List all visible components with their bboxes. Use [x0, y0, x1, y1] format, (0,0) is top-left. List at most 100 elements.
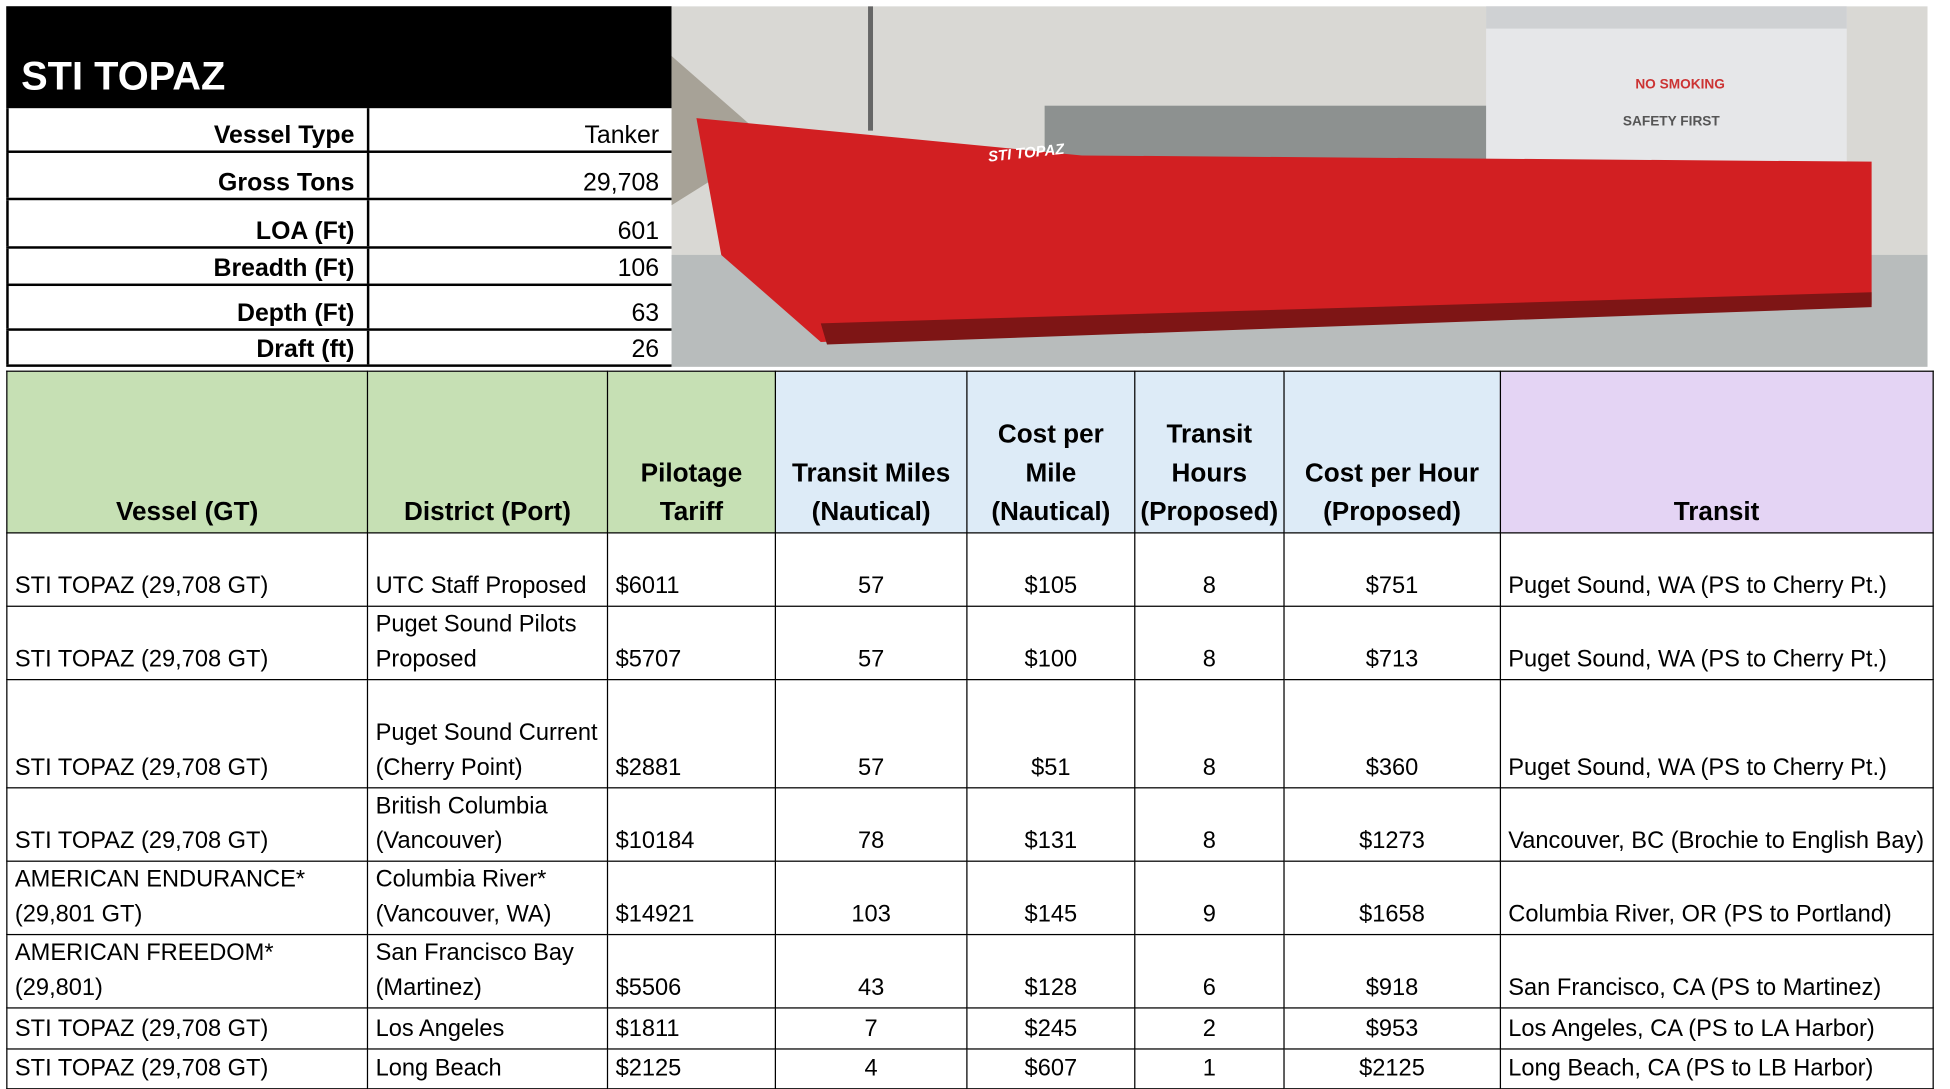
table-cell: $1273: [1283, 787, 1501, 862]
spec-value: 29,708: [583, 169, 660, 197]
table-cell: $128: [966, 933, 1136, 1009]
table-row: STI TOPAZ (29,708 GT) Long Beach $2125 4 $60…: [6, 1048, 1934, 1089]
table-cell: 6: [1134, 933, 1285, 1009]
table-cell: $607: [966, 1048, 1136, 1089]
table-cell: Long Beach: [366, 1048, 609, 1089]
table-cell: 2: [1134, 1007, 1285, 1050]
spec-value: Tanker: [584, 121, 660, 150]
column-header: Transit Miles (Nautical): [774, 370, 968, 534]
table-cell: $953: [1283, 1007, 1501, 1050]
table-row: AMERICAN FREEDOM* (29,801) San Francisco …: [6, 933, 1934, 1009]
table-cell: AMERICAN ENDURANCE* (29,801 GT): [6, 860, 369, 936]
table-cell: Los Angeles, CA (PS to LA Harbor): [1499, 1007, 1934, 1050]
table-cell: 57: [774, 679, 968, 789]
tariff-table: Vessel (GT) District (Port) Pilotage Tarif…: [6, 370, 1934, 1089]
table-cell: $2125: [606, 1048, 777, 1089]
spec-row: Draft (ft) 26: [6, 330, 672, 367]
table-cell: $2881: [606, 679, 777, 789]
table-cell: 7: [774, 1007, 968, 1050]
table-cell: 57: [774, 605, 968, 681]
table-cell: STI TOPAZ (29,708 GT): [6, 532, 369, 607]
table-cell: $1658: [1283, 860, 1501, 936]
table-cell: $105: [966, 532, 1136, 607]
table-cell: $2125: [1283, 1048, 1501, 1089]
column-header: Transit Hours (Proposed): [1134, 370, 1285, 534]
table-cell: Puget Sound Current (Cherry Point): [366, 679, 609, 789]
spec-value: 63: [631, 299, 660, 328]
table-cell: AMERICAN FREEDOM* (29,801): [6, 933, 369, 1009]
spec-label: LOA (Ft): [6, 200, 370, 247]
table-cell: Puget Sound, WA (PS to Cherry Pt.): [1499, 532, 1934, 607]
table-cell: 8: [1134, 605, 1285, 681]
table-cell: $245: [966, 1007, 1136, 1050]
column-header: District (Port): [366, 370, 609, 534]
table-cell: STI TOPAZ (29,708 GT): [6, 787, 369, 862]
table-cell: $6011: [606, 532, 777, 607]
table-cell: $713: [1283, 605, 1501, 681]
table-row: STI TOPAZ (29,708 GT) UTC Staff Proposed $…: [6, 532, 1934, 607]
column-header: Cost per Mile (Nautical): [966, 370, 1136, 534]
table-cell: STI TOPAZ (29,708 GT): [6, 1007, 369, 1050]
column-header: Vessel (GT): [6, 370, 369, 534]
table-cell: Long Beach, CA (PS to LB Harbor): [1499, 1048, 1934, 1089]
table-cell: Puget Sound Pilots Proposed: [366, 605, 609, 681]
table-cell: $360: [1283, 679, 1501, 789]
hull-waterline: [820, 292, 1872, 345]
table-cell: 8: [1134, 787, 1285, 862]
spec-label: Depth (Ft): [6, 286, 370, 329]
table-cell: 9: [1134, 860, 1285, 936]
sign: NO SMOKING: [1635, 76, 1725, 91]
spec-value: 26: [631, 335, 660, 364]
table-cell: 57: [774, 532, 968, 607]
table-cell: STI TOPAZ (29,708 GT): [6, 605, 369, 681]
vessel-title: STI TOPAZ: [6, 6, 672, 109]
column-header: Transit: [1499, 370, 1934, 534]
table-cell: San Francisco, CA (PS to Martinez): [1499, 933, 1934, 1009]
spec-row: Breadth (Ft) 106: [6, 248, 672, 287]
table-cell: 103: [774, 860, 968, 936]
table-cell: $918: [1283, 933, 1501, 1009]
table-cell: 1: [1134, 1048, 1285, 1089]
table-cell: $5707: [606, 605, 777, 681]
table-cell: Vancouver, BC (Brochie to English Bay): [1499, 787, 1934, 862]
table-cell: San Francisco Bay (Martinez): [366, 933, 609, 1009]
spec-label: Gross Tons: [6, 152, 370, 198]
column-header: Pilotage Tariff: [606, 370, 777, 534]
spec-value: 601: [617, 217, 660, 245]
bridge: [1486, 6, 1847, 29]
spec-row: Vessel Type Tanker: [6, 108, 672, 153]
table-cell: $10184: [606, 787, 777, 862]
table-cell: British Columbia (Vancouver): [366, 787, 609, 862]
hull: [696, 118, 1872, 342]
spec-row: LOA (Ft) 601: [6, 200, 672, 249]
spec-label: Breadth (Ft): [6, 248, 370, 284]
table-cell: Columbia River* (Vancouver, WA): [366, 860, 609, 936]
table-cell: 78: [774, 787, 968, 862]
table-row: STI TOPAZ (29,708 GT) Los Angeles $1811 7 $2…: [6, 1007, 1934, 1050]
table-row: STI TOPAZ (29,708 GT) Puget Sound Current…: [6, 679, 1934, 789]
table-cell: $100: [966, 605, 1136, 681]
table-cell: 4: [774, 1048, 968, 1089]
table-cell: 8: [1134, 679, 1285, 789]
table-cell: $131: [966, 787, 1136, 862]
spec-row: Depth (Ft) 63: [6, 286, 672, 331]
table-cell: UTC Staff Proposed: [366, 532, 609, 607]
table-cell: $1811: [606, 1007, 777, 1050]
sign: SAFETY FIRST: [1623, 114, 1721, 129]
table-cell: Los Angeles: [366, 1007, 609, 1050]
superstructure: [1486, 6, 1847, 168]
spec-row: Gross Tons 29,708: [6, 152, 672, 201]
table-cell: STI TOPAZ (29,708 GT): [6, 1048, 369, 1089]
spec-value: 106: [617, 254, 660, 283]
spec-label: Vessel Type: [6, 108, 370, 151]
table-cell: 8: [1134, 532, 1285, 607]
table-cell: $51: [966, 679, 1136, 789]
table-cell: $14921: [606, 860, 777, 936]
table-row: STI TOPAZ (29,708 GT) Puget Sound Pilots …: [6, 605, 1934, 681]
column-header: Cost per Hour (Proposed): [1283, 370, 1501, 534]
table-cell: $751: [1283, 532, 1501, 607]
table-cell: 43: [774, 933, 968, 1009]
